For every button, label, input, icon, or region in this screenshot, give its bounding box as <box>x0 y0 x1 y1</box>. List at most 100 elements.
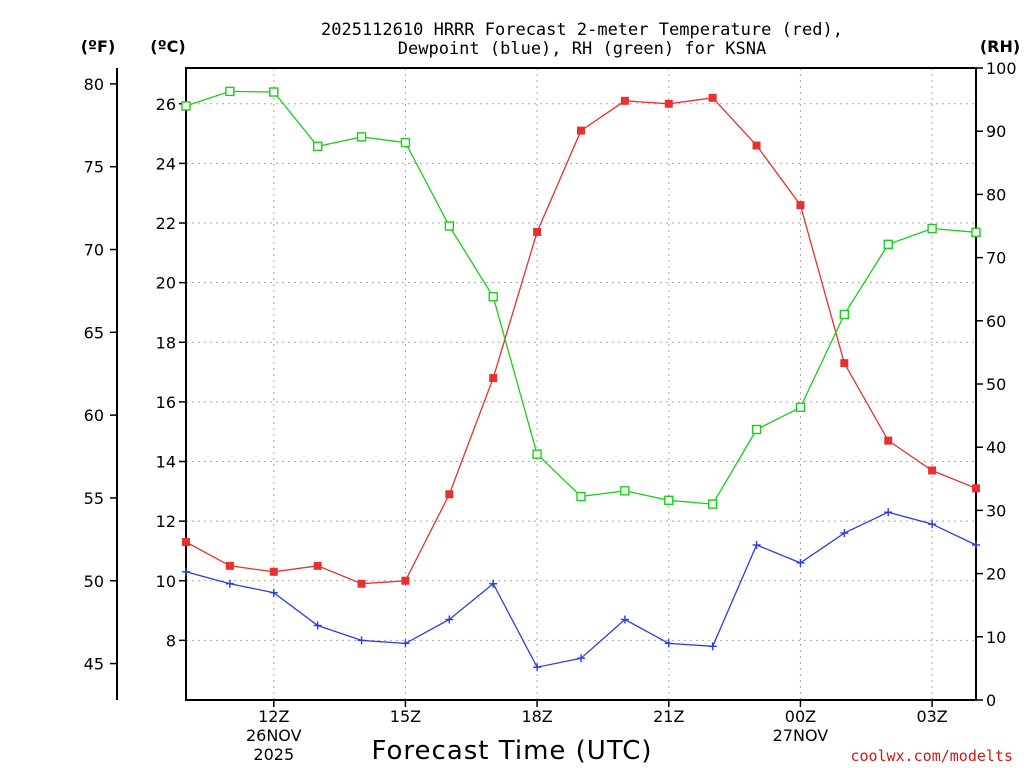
celsius-tick-label: 14 <box>156 453 176 472</box>
rh-point <box>225 86 235 97</box>
temperature-point <box>225 561 234 570</box>
temperature-point <box>620 96 629 105</box>
dewpoint-line <box>185 511 977 668</box>
temperature-point <box>708 93 717 102</box>
fahrenheit-unit-label: (ºF) <box>81 37 116 56</box>
rh-tick-label: 40 <box>986 438 1006 457</box>
celsius-tick-label: 8 <box>166 631 176 650</box>
celsius-tick-label: 12 <box>156 512 176 531</box>
temperature-point <box>752 141 761 150</box>
series-rh <box>181 86 981 509</box>
temperature-point <box>577 126 585 135</box>
temperature-line <box>185 97 977 585</box>
dewpoint-point <box>357 636 366 645</box>
gridlines <box>186 68 976 700</box>
fahrenheit-tick-label: 55 <box>84 489 104 508</box>
x-tick-date-label: 26NOV <box>246 726 302 745</box>
rh-unit-label: (RH) <box>980 37 1020 56</box>
rh-point <box>664 495 674 505</box>
dewpoint-point <box>884 508 893 517</box>
series-temperature <box>182 93 980 588</box>
temperature-point <box>664 99 673 108</box>
dewpoint-point <box>664 639 673 648</box>
celsius-tick-label: 18 <box>156 333 176 352</box>
dewpoint-point <box>489 579 498 588</box>
dewpoint-point <box>752 540 761 549</box>
celsius-tick-label: 10 <box>156 572 176 591</box>
dewpoint-point <box>533 663 542 672</box>
celsius-tick-label: 16 <box>156 393 176 412</box>
rh-point <box>356 132 367 142</box>
dewpoint-point <box>620 615 629 624</box>
dewpoint-point <box>445 615 454 624</box>
rh-point <box>927 223 937 234</box>
series-dewpoint <box>182 508 980 672</box>
rh-point <box>795 402 806 413</box>
rh-point <box>883 239 893 250</box>
fahrenheit-tick-label: 50 <box>84 572 104 591</box>
fahrenheit-tick-label: 65 <box>84 323 104 342</box>
rh-point <box>971 227 981 238</box>
temperature-point <box>357 579 366 588</box>
rh-tick-label: 50 <box>986 375 1006 394</box>
celsius-tick-label: 24 <box>156 154 176 173</box>
x-tick-label: 03Z <box>916 707 947 726</box>
dewpoint-point <box>577 654 585 663</box>
rh-point <box>488 292 498 302</box>
dewpoint-point <box>708 642 717 651</box>
temperature-point <box>269 567 278 576</box>
rh-tick-label: 70 <box>986 249 1006 268</box>
chart-title-line1: 2025112610 HRRR Forecast 2-meter Tempera… <box>321 20 843 40</box>
temperature-point <box>533 227 542 236</box>
dewpoint-point <box>269 588 278 597</box>
rh-tick-label: 100 <box>986 59 1017 78</box>
fahrenheit-tick-label: 75 <box>84 158 104 177</box>
dewpoint-point <box>225 579 234 588</box>
rh-point <box>269 87 279 97</box>
rh-point <box>444 221 455 231</box>
rh-tick-label: 60 <box>986 312 1006 331</box>
temperature-point <box>313 561 322 570</box>
x-tick-label: 15Z <box>390 707 421 726</box>
rh-tick-label: 20 <box>986 565 1006 584</box>
x-tick-label: 00Z <box>785 707 816 726</box>
x-axis-title: Forecast Time (UTC) <box>371 736 652 766</box>
axes: 8 10 12 14 16 18 20 22 24 26 45 50 55 60 65 70 75 80 0 10 20… <box>84 59 1017 764</box>
celsius-tick-label: 22 <box>156 214 176 233</box>
temperature-point <box>972 484 980 493</box>
dewpoint-point <box>928 520 937 529</box>
rh-point <box>312 141 323 152</box>
dewpoint-point <box>401 639 410 648</box>
rh-tick-label: 0 <box>986 691 996 710</box>
celsius-unit-label: (ºC) <box>150 37 185 56</box>
fahrenheit-tick-label: 45 <box>84 655 104 674</box>
rh-point <box>707 499 718 509</box>
x-tick-date-label: 27NOV <box>773 726 829 745</box>
series-layer <box>181 86 981 672</box>
rh-point <box>839 309 850 320</box>
rh-tick-label: 10 <box>986 628 1006 647</box>
fahrenheit-tick-label: 80 <box>84 75 104 94</box>
temperature-point <box>796 201 805 210</box>
temperature-point <box>401 576 410 585</box>
credit-link[interactable]: coolwx.com/modelts <box>850 747 1013 765</box>
celsius-tick-label: 20 <box>156 274 176 293</box>
rh-point <box>532 449 542 459</box>
x-tick-label: 18Z <box>521 707 552 726</box>
temperature-point <box>445 490 454 499</box>
x-tick-year-label: 2025 <box>253 745 294 764</box>
dewpoint-point <box>796 558 805 567</box>
x-tick-label: 21Z <box>653 707 684 726</box>
x-tick-label: 12Z <box>258 707 289 726</box>
temperature-point <box>182 538 190 546</box>
temperature-point <box>884 436 893 445</box>
temperature-point <box>489 374 498 383</box>
temperature-point <box>928 466 937 475</box>
chart-title-line2: Dewpoint (blue), RH (green) for KSNA <box>398 39 766 59</box>
rh-point <box>620 486 630 496</box>
temperature-point <box>840 359 849 368</box>
rh-tick-label: 30 <box>986 501 1006 520</box>
plot-frame <box>185 67 977 701</box>
celsius-tick-label: 26 <box>156 95 176 114</box>
